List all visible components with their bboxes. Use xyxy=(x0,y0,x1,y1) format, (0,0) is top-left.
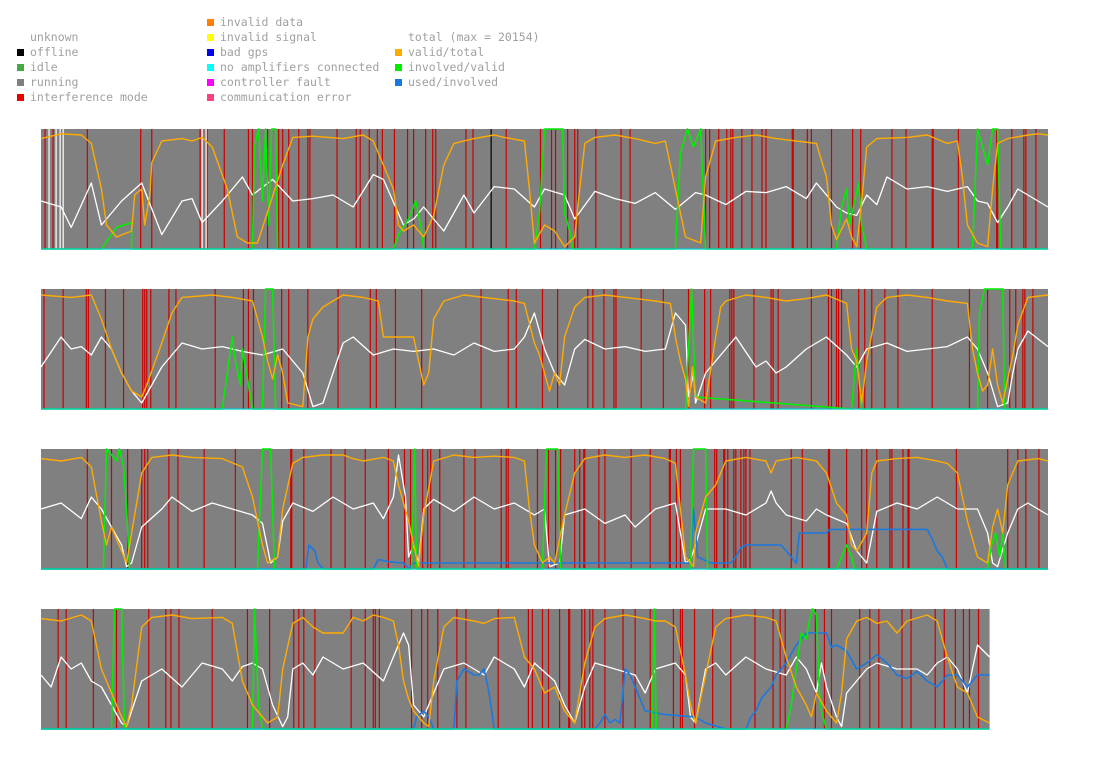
legend-swatch-interference-mode xyxy=(17,94,24,101)
involved-valid-line xyxy=(41,448,1048,570)
legend-swatch-communication-error xyxy=(207,94,214,101)
total-line xyxy=(40,312,1049,408)
legend-label: total (max = 20154) xyxy=(408,30,540,44)
valid-total-line xyxy=(40,614,990,728)
legend-item-controller-fault: controller fault xyxy=(207,75,379,90)
legend-item-bad-gps: bad gps xyxy=(207,45,379,60)
legend-status-column: unknown offline idle running interferenc… xyxy=(17,30,148,105)
legend-label: interference mode xyxy=(30,90,148,104)
legend-swatch-invalid-data xyxy=(207,19,214,26)
running-background xyxy=(41,609,990,729)
legend-label: invalid signal xyxy=(220,30,317,44)
legend-swatch-involved-valid xyxy=(395,64,402,71)
chart-panel-1 xyxy=(40,128,1049,250)
legend-label: involved/valid xyxy=(408,60,505,74)
used-involved-line xyxy=(41,508,1048,570)
legend-label: controller fault xyxy=(220,75,331,89)
total-line xyxy=(40,632,991,728)
legend-swatch-offline xyxy=(17,49,24,56)
legend-label: offline xyxy=(30,45,79,59)
involved-valid-line xyxy=(41,128,1048,250)
legend-label: unknown xyxy=(30,30,79,44)
legend-item-communication-error: communication error xyxy=(207,90,379,105)
legend-errors-column: invalid data invalid signal bad gps no a… xyxy=(207,15,379,105)
chart-panel-3 xyxy=(40,448,1049,570)
legend-series-column: total (max = 20154) valid/total involved… xyxy=(395,30,540,90)
legend-label: valid/total xyxy=(408,45,485,59)
legend-item-invalid-signal: invalid signal xyxy=(207,30,379,45)
legend-item-offline: offline xyxy=(17,45,148,60)
legend-item-involved-valid: involved/valid xyxy=(395,60,540,75)
legend-item-total: total (max = 20154) xyxy=(395,30,540,45)
valid-total-line xyxy=(40,454,1049,568)
legend-item-unknown: unknown xyxy=(17,30,148,45)
legend-swatch-valid-total xyxy=(395,49,402,56)
legend-swatch-controller-fault xyxy=(207,79,214,86)
legend-swatch-no-amplifiers xyxy=(207,64,214,71)
legend-item-no-amplifiers-connected: no amplifiers connected xyxy=(207,60,379,75)
legend-item-interference-mode: interference mode xyxy=(17,90,148,105)
legend-item-used-involved: used/involved xyxy=(395,75,540,90)
legend-item-running: running xyxy=(17,75,148,90)
legend-item-idle: idle xyxy=(17,60,148,75)
chart-panel-4 xyxy=(40,608,991,730)
legend-swatch-idle xyxy=(17,64,24,71)
total-line xyxy=(40,454,1049,568)
legend-label: communication error xyxy=(220,90,352,104)
legend-label: no amplifiers connected xyxy=(220,60,380,74)
legend-swatch-bad-gps xyxy=(207,49,214,56)
legend-swatch-used-involved xyxy=(395,79,402,86)
legend-label: idle xyxy=(30,60,58,74)
legend-swatch-invalid-signal xyxy=(207,34,214,41)
legend-item-invalid-data: invalid data xyxy=(207,15,379,30)
legend-label: bad gps xyxy=(220,45,269,59)
legend-swatch-running xyxy=(17,79,24,86)
valid-total-line xyxy=(40,294,1049,408)
legend-item-valid-total: valid/total xyxy=(395,45,540,60)
chart-panel-2 xyxy=(40,288,1049,410)
legend-label: running xyxy=(30,75,79,89)
valid-total-line xyxy=(40,133,1049,248)
legend-label: used/involved xyxy=(408,75,499,89)
legend-label: invalid data xyxy=(220,15,304,29)
